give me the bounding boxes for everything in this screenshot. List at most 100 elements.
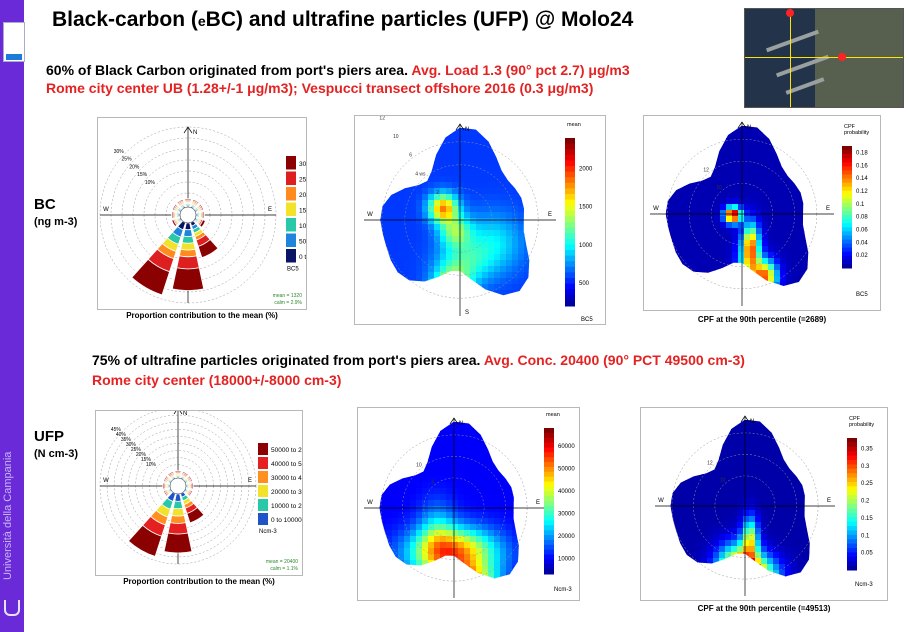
heat-cell	[416, 290, 423, 296]
heat-cell	[792, 192, 799, 199]
heat-cell	[440, 452, 447, 459]
heat-cell	[380, 164, 381, 171]
heat-cell	[548, 236, 555, 243]
heat-cell	[665, 582, 672, 589]
heat-cell	[446, 452, 453, 459]
heat-cell	[470, 170, 477, 177]
heat-cell	[815, 480, 822, 487]
heat-cell	[707, 510, 714, 517]
heat-cell	[797, 522, 804, 529]
heat-cell	[476, 308, 483, 315]
heat-cell	[428, 224, 435, 231]
heat-cell	[815, 492, 822, 499]
heat-cell	[446, 422, 453, 429]
heat-cell	[494, 566, 501, 573]
heat-cell	[398, 290, 405, 296]
heat-cell	[744, 144, 751, 151]
heat-cell	[440, 470, 447, 477]
heat-cell	[392, 518, 399, 525]
heat-cell	[701, 492, 708, 499]
bc-summary-red: Avg. Load 1.3 (90° pct 2.7) μg/m3	[411, 62, 630, 78]
heat-cell	[416, 470, 423, 477]
heat-cell	[482, 176, 489, 183]
heat-cell	[428, 494, 435, 501]
heat-cell	[476, 500, 483, 507]
heat-cell	[476, 506, 483, 513]
heat-cell	[398, 146, 405, 153]
heat-cell	[785, 510, 792, 517]
heat-cell	[804, 132, 809, 139]
heat-cell	[512, 128, 519, 135]
heat-cell	[440, 440, 447, 447]
heat-cell	[677, 582, 684, 589]
heat-cell	[500, 266, 507, 273]
heat-cell	[822, 228, 829, 235]
colorbar-segment	[565, 244, 575, 251]
heat-cell	[755, 420, 762, 427]
heat-cell	[707, 486, 714, 493]
heat-cell	[440, 152, 447, 159]
heat-cell	[494, 548, 501, 555]
heat-cell	[677, 522, 684, 529]
heat-cell	[488, 188, 495, 195]
heat-cell	[470, 530, 477, 537]
heat-cell	[689, 462, 696, 469]
heat-cell	[671, 576, 678, 577]
heat-cell	[719, 492, 726, 499]
heat-cell	[821, 504, 828, 511]
heat-cell	[428, 176, 435, 183]
heat-cell	[512, 542, 519, 549]
heat-cell	[821, 468, 828, 475]
heat-cell	[379, 482, 381, 489]
heat-cell	[780, 282, 787, 286]
heat-cell	[476, 134, 483, 141]
heat-cell	[380, 536, 387, 543]
heat-cell	[816, 156, 823, 163]
heat-cell	[386, 266, 393, 273]
colorbar-segment	[847, 526, 857, 531]
heat-cell	[530, 158, 537, 165]
heat-cell	[785, 522, 792, 529]
heat-cell	[482, 422, 489, 429]
heat-cell	[380, 158, 387, 165]
heat-cell	[380, 290, 387, 296]
heat-cell	[708, 246, 715, 253]
heat-cell	[761, 546, 768, 553]
heat-cell	[670, 510, 672, 517]
heat-cell	[707, 492, 714, 499]
heat-cell	[542, 176, 549, 183]
heat-cell	[440, 224, 447, 231]
heat-cell	[786, 186, 793, 193]
heat-cell	[494, 248, 501, 255]
heat-cell	[683, 552, 690, 559]
heat-cell	[816, 240, 823, 247]
heat-cell	[732, 192, 739, 199]
heat-cell	[542, 164, 549, 171]
heat-cell	[762, 240, 769, 247]
heat-cell	[822, 276, 829, 283]
heat-cell	[785, 468, 792, 475]
heat-cell	[380, 590, 387, 597]
heat-cell	[707, 570, 714, 577]
heat-cell	[548, 176, 555, 183]
heat-cell	[512, 296, 519, 303]
heat-cell	[756, 252, 763, 259]
heat-cell	[464, 590, 471, 597]
heat-cell	[828, 180, 835, 187]
heat-cell	[827, 558, 834, 565]
colorbar-segment	[544, 491, 554, 497]
heat-cell	[380, 146, 387, 153]
heat-cell	[725, 438, 732, 445]
heat-cell	[821, 570, 828, 577]
heat-cell	[518, 470, 519, 477]
heat-cell	[714, 126, 721, 133]
heat-cell	[743, 522, 750, 529]
heat-cell	[506, 164, 513, 171]
legend-swatch	[286, 249, 296, 263]
heat-cell	[470, 566, 477, 573]
heat-cell	[803, 552, 810, 559]
heat-cell	[500, 536, 507, 543]
heat-cell	[762, 252, 769, 259]
heat-cell	[670, 468, 672, 475]
heat-cell	[548, 272, 555, 279]
